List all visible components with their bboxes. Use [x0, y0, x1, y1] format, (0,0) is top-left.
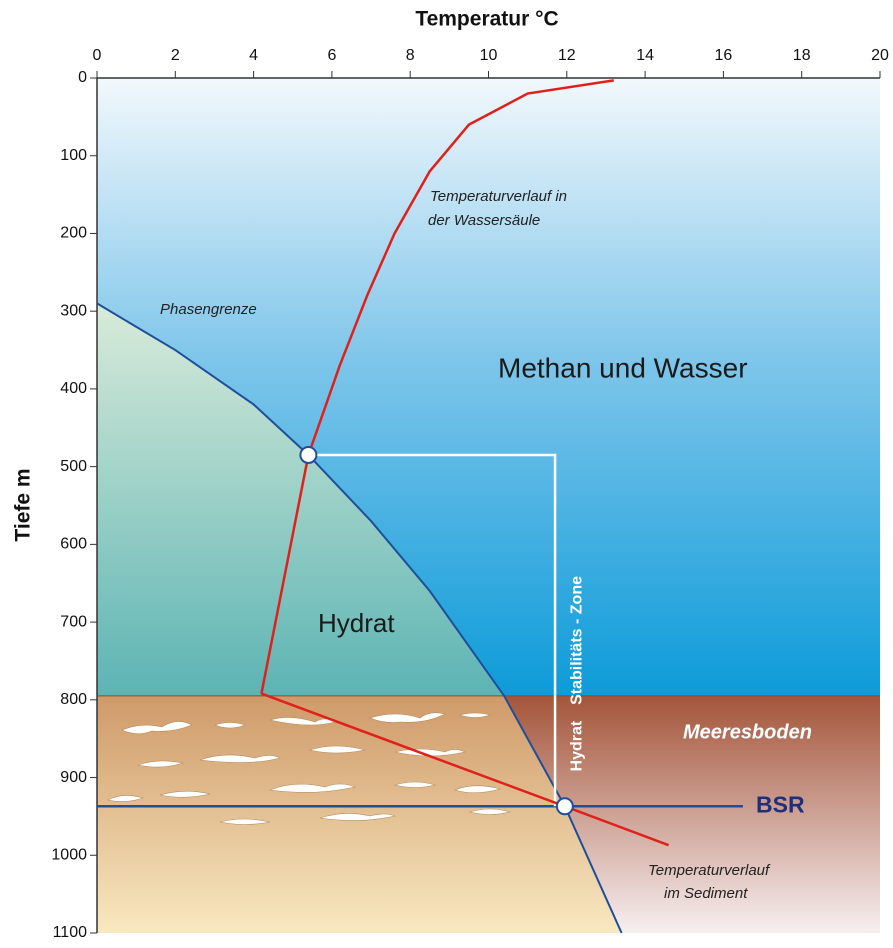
y-tick-label: 400 — [60, 380, 87, 397]
x-tick-label: 20 — [871, 47, 889, 64]
sediment-temp-label: im Sediment — [664, 885, 748, 902]
intersection-point — [299, 445, 318, 464]
seafloor-label: Meeresboden — [683, 721, 812, 743]
marks: 0 2 4 6 8 10 12 14 16 18 2001002003004005006007008… — [51, 47, 889, 941]
hydrate-region-label: Hydrat — [318, 608, 395, 638]
x-tick-label: 2 — [171, 47, 180, 64]
intersection-point — [555, 797, 574, 816]
x-tick-label: 6 — [327, 47, 336, 64]
y-tick-label: 900 — [60, 769, 87, 786]
x-tick-label: 16 — [715, 47, 733, 64]
y-tick-label: 200 — [60, 225, 87, 242]
stability-label: Stabilitäts - Zone — [568, 576, 585, 705]
y-tick-label: 800 — [60, 691, 87, 708]
y-tick-label: 700 — [60, 613, 87, 630]
phase-boundary — [96, 302, 623, 934]
y-tick-label: 600 — [60, 536, 87, 553]
x-tick-label: 0 — [93, 47, 102, 64]
water-temp-label: Temperaturverlauf in — [430, 188, 567, 205]
y-tick-label: 1100 — [53, 924, 88, 941]
temperature-water — [260, 79, 614, 694]
stability-bracket — [308, 453, 557, 807]
water-temp-label: der Wassersäule — [428, 212, 540, 229]
hydrate-blobs — [107, 712, 512, 825]
sediment-temp-label: Temperaturverlauf — [648, 862, 771, 879]
y-tick-label: 1000 — [51, 846, 87, 863]
x-tick-label: 14 — [636, 47, 654, 64]
x-tick-label: 8 — [406, 47, 415, 64]
y-tick-label: 100 — [60, 147, 87, 164]
stability-label: Hydrat — [568, 720, 585, 771]
bsr-label: BSR — [756, 791, 805, 817]
x-tick-label: 4 — [249, 47, 258, 64]
x-tick-label: 18 — [793, 47, 811, 64]
x-axis-title: Temperatur °C — [415, 8, 558, 31]
y-axis-title: Tiefe m — [12, 468, 35, 541]
y-tick-label: 0 — [78, 69, 87, 86]
x-tick-label: 10 — [480, 47, 498, 64]
y-tick-label: 500 — [60, 458, 87, 475]
y-tick-label: 300 — [60, 302, 87, 319]
x-tick-label: 12 — [558, 47, 576, 64]
phase-boundary-label: Phasengrenze — [160, 301, 257, 318]
water-region-label: Methan und Wasser — [498, 352, 748, 383]
